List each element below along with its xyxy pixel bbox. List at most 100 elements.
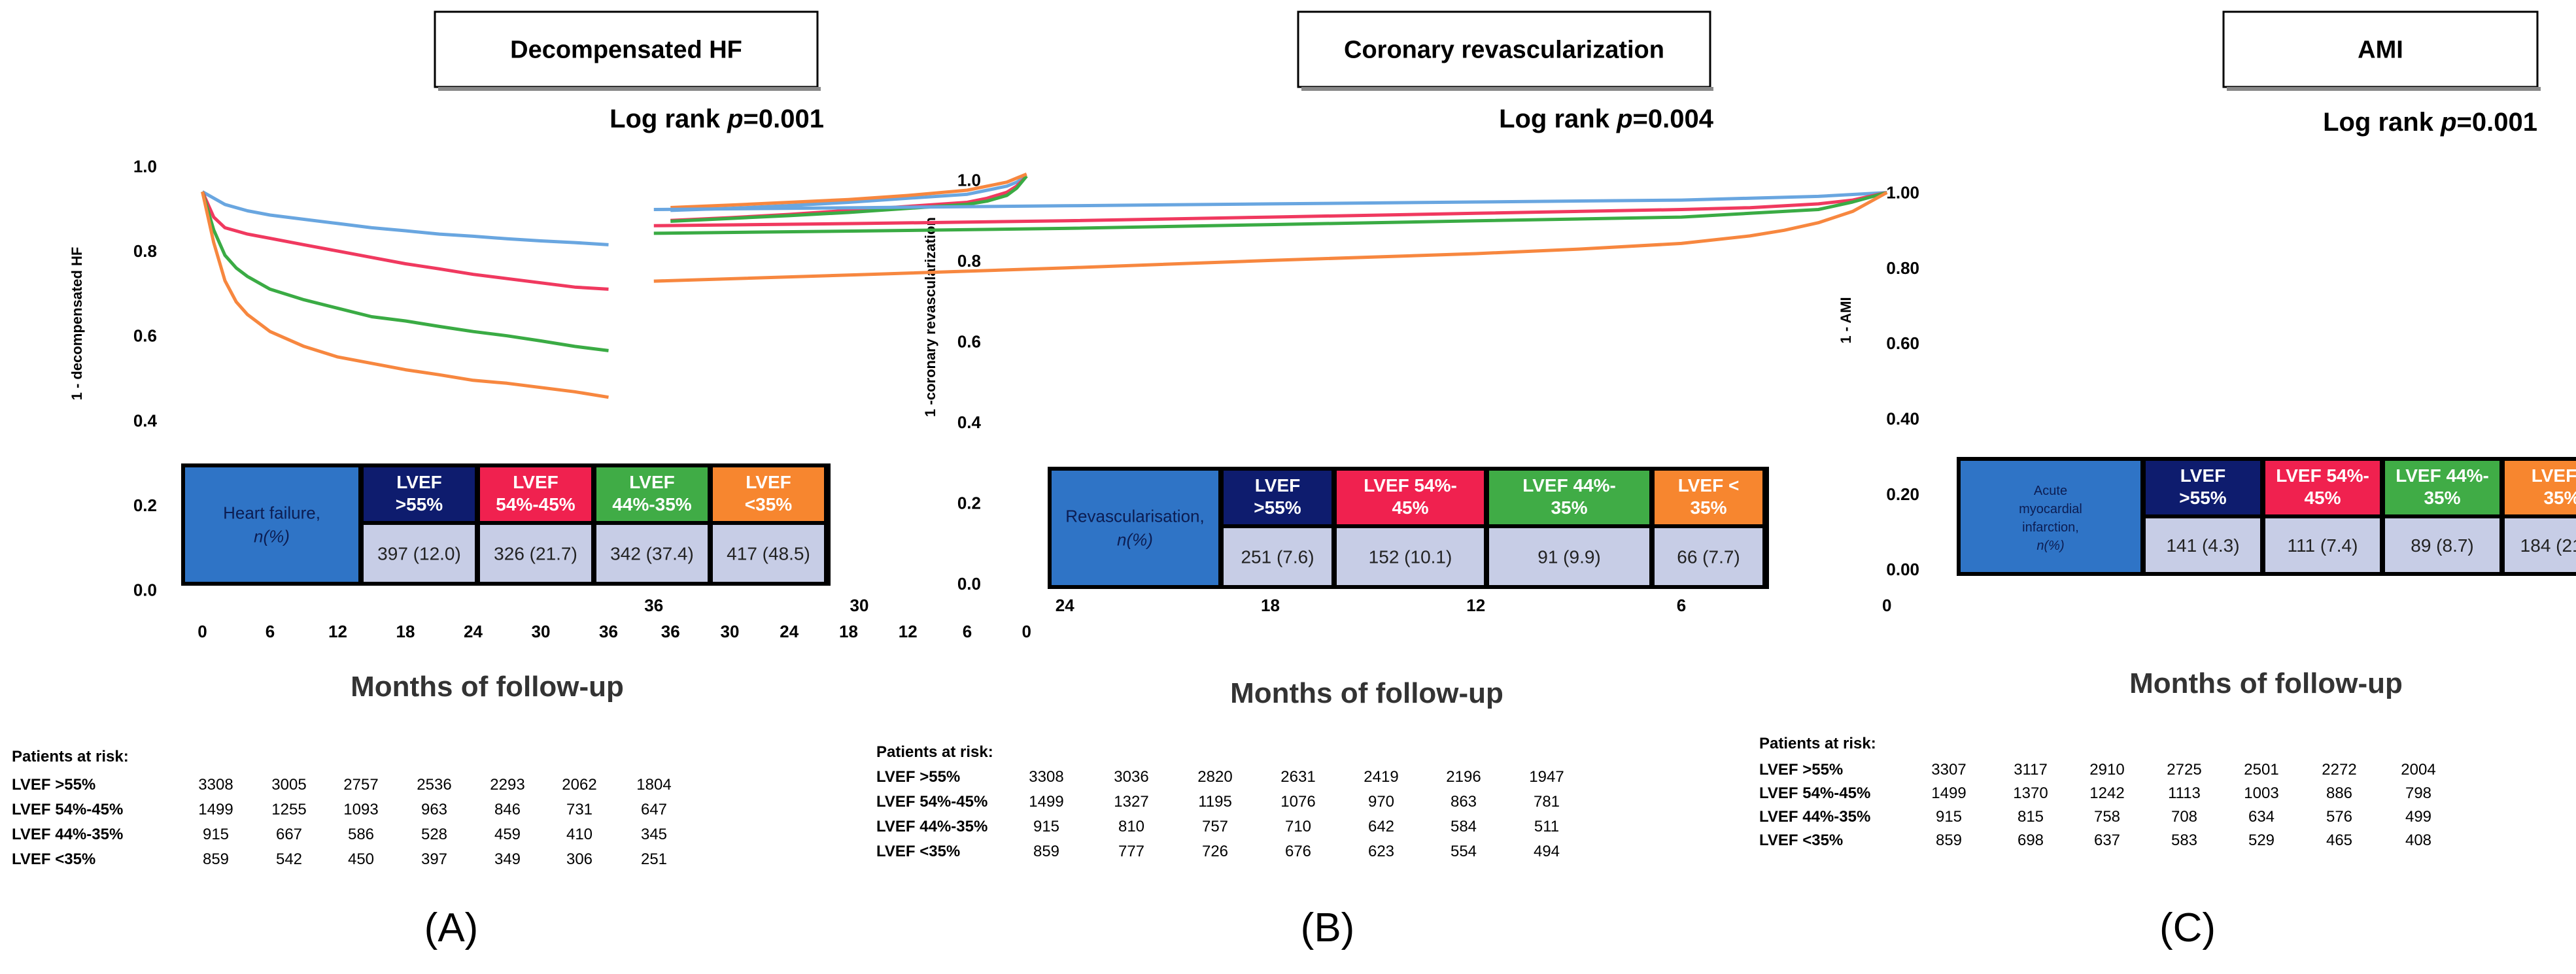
risk-row-label: LVEF 54%-45% (1759, 784, 1870, 802)
legend-header-cell (713, 467, 824, 521)
risk-value: 1947 (1529, 768, 1564, 786)
risk-value: 586 (348, 826, 374, 843)
events-value-cell (596, 525, 708, 582)
legend-header-cell (364, 467, 475, 521)
risk-row-label: LVEF >55% (1759, 761, 1843, 779)
x-tick-label: 24 (464, 622, 483, 641)
legend-header-text: LVEF 44%- (1522, 475, 1616, 495)
y-tick-label: 0.2 (133, 495, 157, 515)
risk-row-label: LVEF 44%-35% (876, 818, 987, 835)
chart-title-box (2222, 10, 2539, 88)
legend-header-cell (2265, 461, 2380, 514)
chart-title: Coronary revascularization (1344, 37, 1664, 64)
legend-header-cell (2146, 461, 2260, 514)
risk-value: 251 (641, 850, 667, 868)
risk-value: 731 (566, 801, 592, 818)
events-value-text: 152 (10.1) (1369, 547, 1452, 567)
series-line-1 (201, 190, 609, 246)
events-table-label-text: n(%) (1117, 530, 1153, 550)
risk-value: 2820 (1197, 768, 1232, 786)
risk-value: 726 (1202, 843, 1228, 860)
x-tick-label: 36 (644, 596, 663, 615)
x-tick-label: 36 (661, 622, 680, 641)
y-tick-label: 0.4 (957, 412, 982, 432)
risk-value: 1076 (1280, 793, 1315, 811)
events-value-cell (2146, 518, 2260, 572)
risk-value: 1242 (2089, 784, 2124, 802)
risk-value: 970 (1368, 793, 1394, 811)
risk-value: 846 (494, 801, 521, 818)
events-table-label-text: Heart failure, (223, 503, 320, 523)
title-box-shadow (1301, 87, 1713, 91)
chart-title: Decompensated HF (510, 37, 742, 64)
risk-value: 529 (2248, 831, 2275, 849)
events-value-text: 184 (21.4) (2520, 535, 2576, 556)
risk-value: 798 (2405, 784, 2431, 802)
log-rank-prefix: Log rank (2323, 108, 2441, 137)
title-box-shadow (438, 87, 821, 91)
events-table-label-text: infarction, (2022, 520, 2079, 535)
risk-value: 1370 (2013, 784, 2048, 802)
chart-title-box (434, 10, 819, 88)
risk-value: 886 (2326, 784, 2352, 802)
legend-header-text: LVEF (629, 472, 674, 492)
legend-header-cell (480, 467, 591, 521)
risk-value: 698 (2018, 831, 2044, 849)
risk-value: 306 (566, 850, 592, 868)
risk-value: 349 (494, 850, 521, 868)
risk-value: 757 (1202, 818, 1228, 835)
risk-value: 499 (2405, 808, 2431, 826)
risk-row-label: LVEF 44%-35% (1759, 808, 1870, 826)
risk-value: 710 (1285, 818, 1311, 835)
series-line-3 (201, 191, 609, 352)
x-tick-label: 6 (963, 622, 972, 641)
risk-value: 465 (2326, 831, 2352, 849)
risk-value: 1093 (343, 801, 378, 818)
x-tick-label: 18 (396, 622, 415, 641)
risk-table-header: Patients at risk: (1759, 735, 1876, 752)
risk-row-label: LVEF <35% (12, 850, 95, 868)
risk-value: 637 (2094, 831, 2120, 849)
risk-value: 2725 (2167, 761, 2201, 779)
risk-value: 3005 (271, 776, 306, 794)
risk-value: 3308 (1029, 768, 1063, 786)
events-value-cell (2265, 518, 2380, 572)
events-value-text: 417 (48.5) (727, 544, 810, 564)
events-table-label-cell (1961, 461, 2140, 572)
legend-header-text: LVEF (396, 472, 441, 492)
risk-value: 542 (276, 850, 302, 868)
risk-value: 3307 (1931, 761, 1966, 779)
risk-value: 815 (2018, 808, 2044, 826)
risk-value: 450 (348, 850, 374, 868)
x-tick-label: 18 (839, 622, 858, 641)
legend-header-cell (2505, 461, 2576, 514)
legend-header-cell (1337, 471, 1484, 524)
legend-header-text: 54%-45% (496, 494, 575, 514)
legend-header-text: 45% (1392, 497, 1428, 518)
y-tick-label: 0.00 (1886, 560, 1919, 579)
legend-header-text: LVEF 54%- (1364, 475, 1457, 495)
y-tick-label: 0.4 (133, 411, 158, 430)
events-value-cell (1655, 528, 1762, 585)
risk-value: 1804 (636, 776, 671, 794)
risk-value: 459 (494, 826, 521, 843)
risk-row-label: LVEF 54%-45% (876, 793, 987, 811)
x-tick-label: 30 (850, 596, 869, 615)
risk-value: 511 (1534, 818, 1559, 835)
risk-value: 1195 (1198, 793, 1232, 811)
legend-header-text: LVEF (513, 472, 558, 492)
risk-value: 781 (1534, 793, 1560, 811)
risk-value: 708 (2171, 808, 2197, 826)
risk-value: 2631 (1280, 768, 1315, 786)
risk-value: 2272 (2322, 761, 2356, 779)
series-line-4 (670, 172, 1027, 209)
risk-value: 667 (276, 826, 302, 843)
series-line-3 (653, 191, 1887, 235)
risk-value: 2004 (2401, 761, 2435, 779)
series-line-2 (201, 191, 609, 291)
risk-value: 3036 (1114, 768, 1148, 786)
risk-value: 810 (1118, 818, 1144, 835)
y-axis-label: 1 - AMI (1838, 297, 1854, 343)
events-table-label-text: Revascularisation, (1065, 507, 1204, 526)
risk-value: 642 (1368, 818, 1394, 835)
